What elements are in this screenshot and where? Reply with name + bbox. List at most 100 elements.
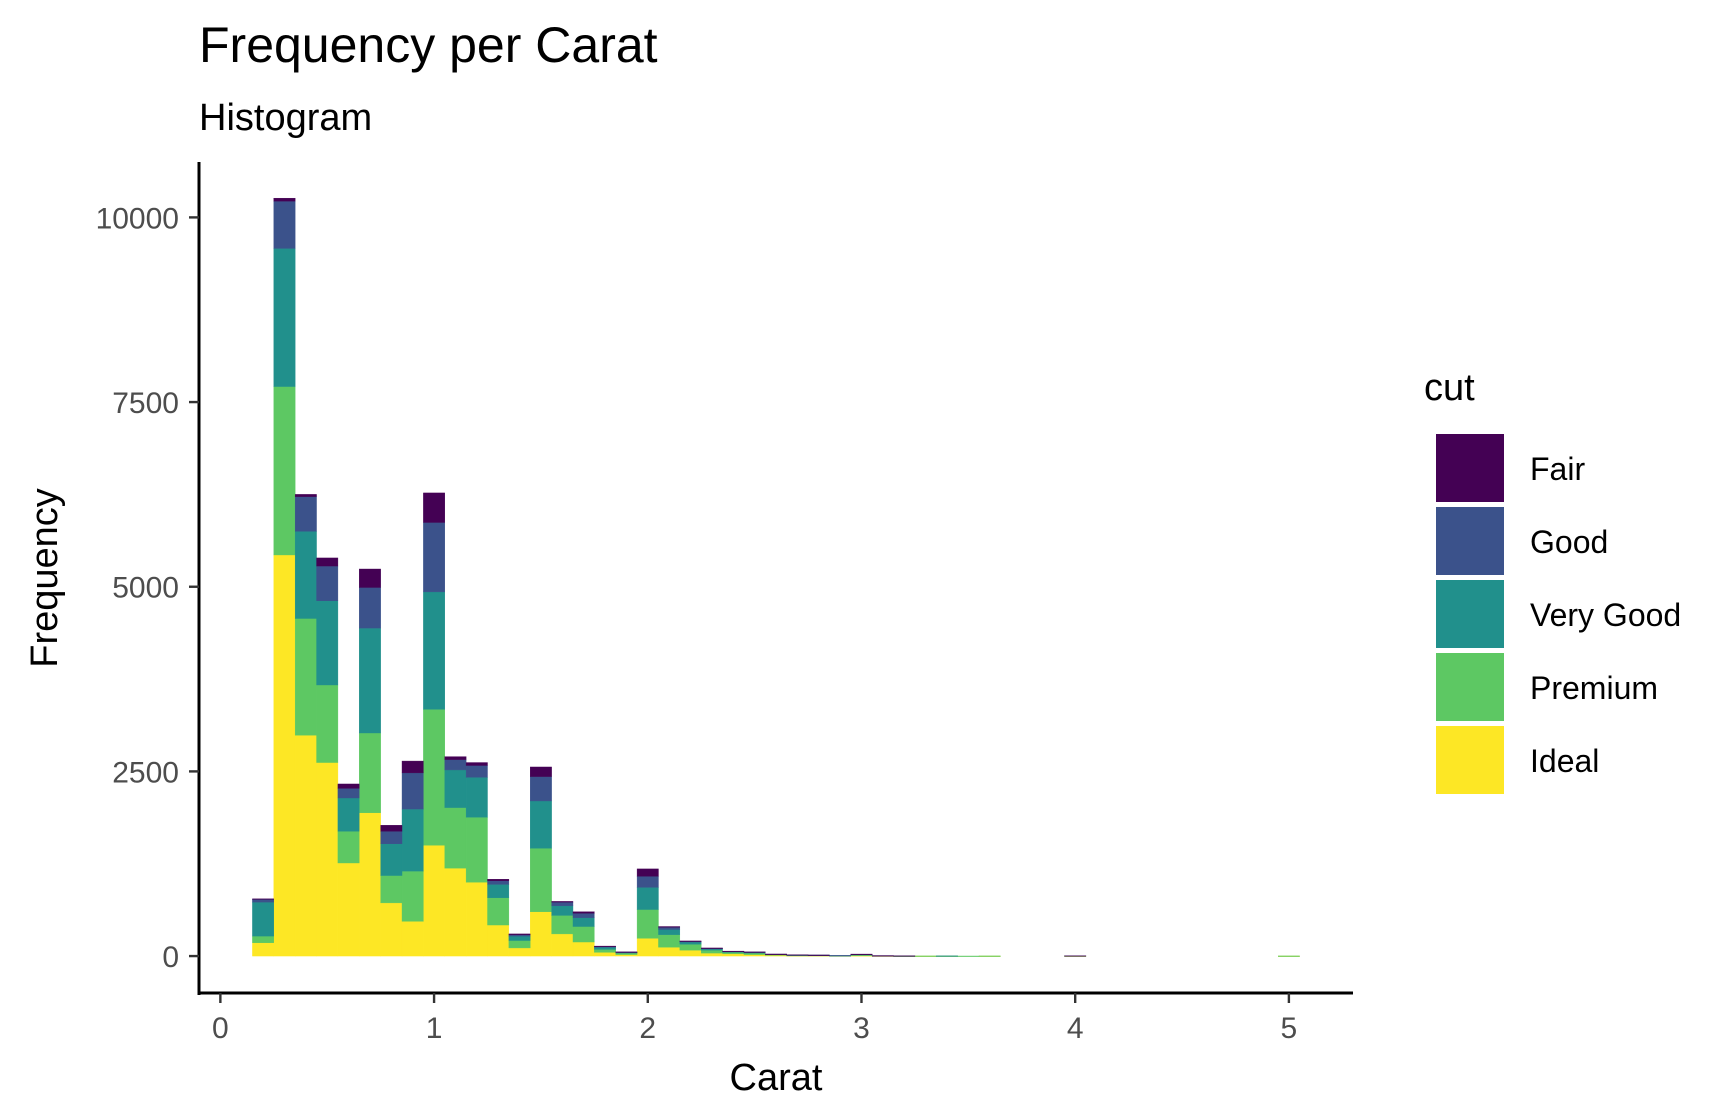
- bar-segment-fair: [871, 955, 894, 957]
- bar-segment-good: [380, 831, 403, 844]
- y-tick-label: 7500: [112, 387, 179, 420]
- legend-label-fair: Fair: [1530, 451, 1585, 487]
- bar-segment-very-good: [594, 947, 616, 950]
- bar-segment-premium: [1277, 955, 1300, 957]
- bar-segment-premium: [508, 940, 531, 949]
- bar-segment-very-good: [423, 591, 445, 710]
- bar-segment-good: [294, 496, 317, 532]
- y-tick-label: 10000: [96, 202, 179, 235]
- y-tick-label: 0: [162, 941, 179, 974]
- y-tick-label: 2500: [112, 756, 179, 789]
- bar-segment-premium: [615, 952, 638, 955]
- bar-segment-fair: [465, 762, 488, 766]
- legend-key-very-good: [1436, 580, 1504, 648]
- bar-segment-ideal: [273, 554, 296, 957]
- x-tick-label: 1: [426, 1012, 443, 1045]
- legend-label-very-good: Very Good: [1530, 597, 1681, 633]
- bar-segment-fair: [636, 868, 659, 877]
- bar-segment-ideal: [530, 911, 552, 957]
- bar-segment-ideal: [701, 952, 723, 957]
- bar-segment-good: [572, 913, 595, 918]
- bar-segment-premium: [914, 955, 937, 957]
- legend: cut Fair Good Very Good Premium Ideal: [1424, 367, 1681, 794]
- bar-segment-ideal: [508, 947, 531, 957]
- bar-segment-very-good: [551, 905, 574, 916]
- bar-segment-ideal: [380, 902, 403, 957]
- bar-segment-fair: [294, 494, 317, 497]
- bar-segment-very-good: [252, 901, 274, 937]
- bar-segment-good: [401, 772, 424, 810]
- bar-segment-premium: [722, 952, 745, 955]
- bar-segment-premium: [658, 934, 681, 948]
- bar-segment-very-good: [487, 884, 510, 898]
- bar-segment-fair: [1064, 955, 1087, 957]
- legend-label-good: Good: [1530, 524, 1608, 560]
- bar-segment-good: [316, 565, 339, 601]
- bar-segment-premium: [701, 949, 723, 954]
- y-axis-title: Frequency: [24, 488, 66, 668]
- bar-segment-very-good: [380, 843, 403, 876]
- bar-segment-fair: [380, 825, 403, 832]
- bar-segment-very-good: [465, 777, 488, 818]
- bar-segment-fair: [807, 954, 830, 956]
- plot-bars: [252, 197, 1300, 957]
- bar-segment-premium: [572, 926, 595, 943]
- bar-segment-ideal: [423, 845, 445, 957]
- bar-segment-fair: [850, 953, 873, 955]
- bar-segment-ideal: [572, 941, 595, 957]
- bar-segment-good: [829, 955, 851, 957]
- bar-segment-very-good: [401, 808, 424, 872]
- bar-segment-ideal: [679, 949, 702, 957]
- bar-segment-ideal: [316, 762, 339, 957]
- x-tick-label: 2: [639, 1012, 656, 1045]
- bar-segment-good: [423, 522, 445, 593]
- bar-segment-fair: [273, 197, 296, 202]
- bar-segment-premium: [551, 915, 574, 935]
- y-tick-label: 5000: [112, 572, 179, 605]
- bar-segment-ideal: [722, 953, 745, 957]
- bar-segment-fair: [316, 557, 339, 567]
- chart-subtitle: Histogram: [199, 97, 372, 139]
- bar-segment-fair: [701, 947, 723, 949]
- legend-label-premium: Premium: [1530, 670, 1658, 706]
- bar-segment-ideal: [252, 942, 274, 957]
- legend-label-ideal: Ideal: [1530, 743, 1599, 779]
- legend-title: cut: [1424, 367, 1475, 409]
- bar-segment-premium: [636, 909, 659, 939]
- bar-segment-good: [359, 587, 381, 629]
- bar-segment-ideal: [294, 735, 317, 957]
- bar-segment-ideal: [337, 862, 360, 957]
- bar-segment-very-good: [316, 600, 339, 686]
- bar-segment-very-good: [530, 800, 552, 849]
- bar-segment-fair: [423, 492, 445, 523]
- bar-segment-fair: [572, 911, 595, 914]
- bar-segment-fair: [359, 568, 381, 588]
- bar-segment-fair: [530, 766, 552, 777]
- legend-key-ideal: [1436, 726, 1504, 794]
- bar-segment-premium: [359, 732, 381, 813]
- x-axis-ticks: 0 1 2 3 4 5: [212, 993, 1297, 1045]
- x-tick-label: 3: [853, 1012, 870, 1045]
- bar-segment-fair: [893, 955, 916, 957]
- bar-segment-good: [530, 776, 552, 802]
- bar-segment-ideal: [487, 924, 510, 957]
- bar-segment-premium: [380, 875, 403, 904]
- bar-segment-fair: [786, 954, 809, 956]
- legend-key-premium: [1436, 653, 1504, 721]
- bar-segment-premium: [465, 817, 488, 883]
- bar-segment-premium: [316, 684, 339, 763]
- bar-segment-ideal: [359, 812, 381, 957]
- bar-segment-good: [465, 765, 488, 778]
- bar-segment-fair: [508, 933, 531, 935]
- bar-segment-fair: [679, 940, 702, 942]
- bar-segment-good: [337, 788, 360, 799]
- bar-segment-very-good: [444, 769, 467, 808]
- bar-segment-very-good: [679, 941, 702, 945]
- bar-segment-good: [658, 927, 681, 930]
- bar-segment-fair: [594, 945, 616, 947]
- bar-segment-premium: [978, 955, 1001, 957]
- bar-segment-fair: [658, 926, 681, 928]
- legend-key-good: [1436, 507, 1504, 575]
- x-tick-label: 5: [1281, 1012, 1298, 1045]
